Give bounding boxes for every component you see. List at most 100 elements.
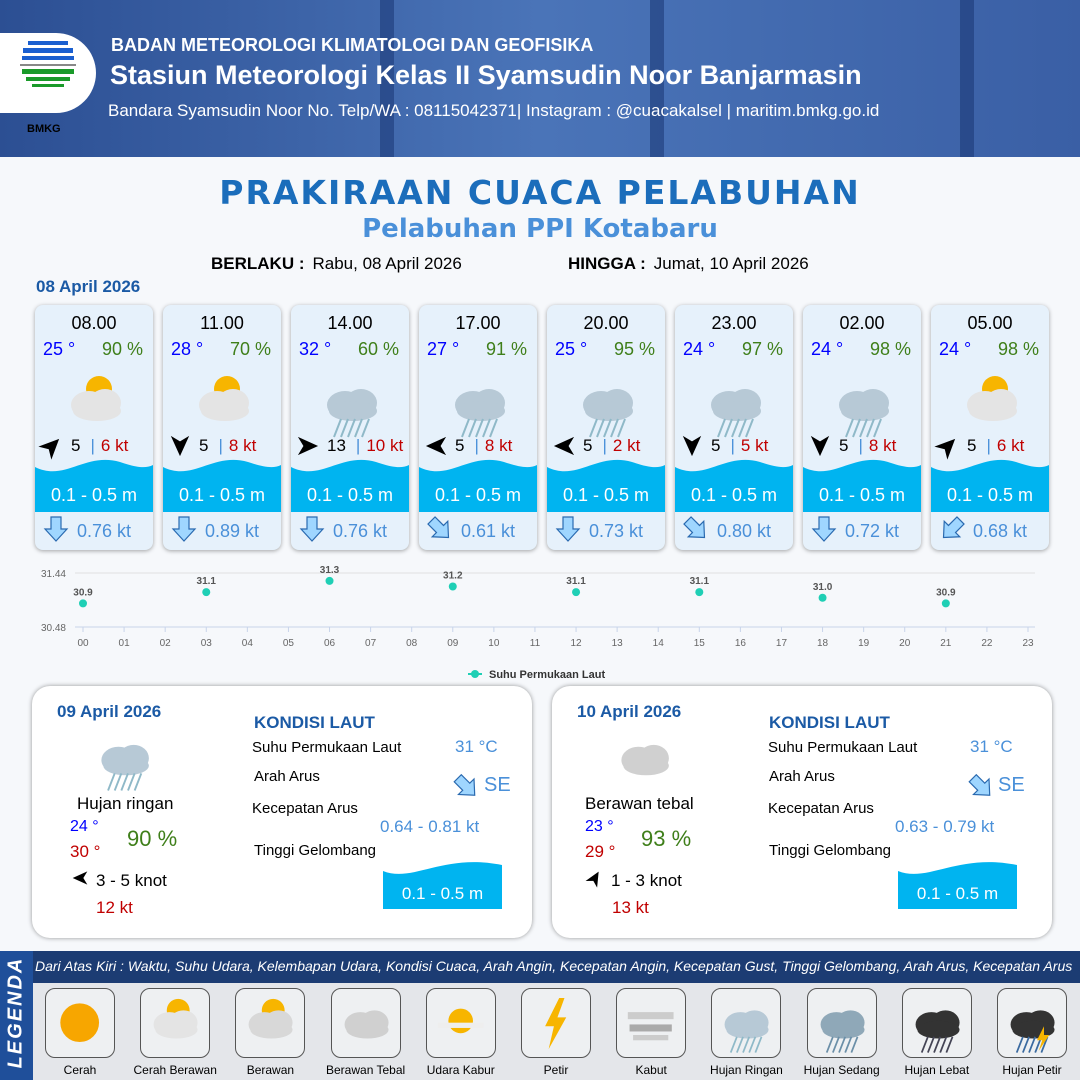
air-temp: 28 ° (171, 339, 204, 359)
wind-speed: 5 (839, 436, 849, 455)
station-name: Stasiun Meteorologi Kelas II Syamsudin N… (110, 60, 862, 90)
x-tick-label: 04 (242, 638, 254, 649)
legend-item-label: Hujan Sedang (803, 1063, 880, 1077)
humidity: 95 % (613, 339, 655, 359)
data-point[interactable] (202, 588, 211, 597)
legend-item-label: Kabut (635, 1063, 667, 1077)
weather-condition: Hujan ringan (77, 794, 174, 813)
data-point[interactable] (818, 593, 827, 602)
wind-direction-icon (38, 435, 63, 460)
forecast-time: 23.00 (711, 313, 757, 333)
current-info: 0.76 kt (43, 515, 131, 548)
data-point[interactable] (572, 588, 581, 597)
current-speed-label: Kecepatan Arus (252, 800, 358, 817)
x-tick-label: 14 (653, 638, 665, 649)
hujan-ringan-icon (315, 367, 387, 438)
gust-speed: 6 kt (996, 436, 1025, 455)
humidity: 93 % (641, 826, 692, 851)
cerah-berawan-icon (187, 367, 259, 432)
data-label: 31.1 (566, 576, 586, 587)
current-info: 0.89 kt (171, 515, 259, 548)
cerah-berawan-icon (140, 988, 211, 1058)
forecast-card: 11.00 28 ° 70 % 5 | 8 kt 0.1 - 0.5 m 0.89 kt (163, 305, 281, 550)
sst-value: 31 °C (970, 737, 1013, 756)
weather-condition: Berawan tebal (585, 794, 694, 813)
legend-item-label: Cerah (63, 1063, 97, 1077)
legend-item-label: Cerah Berawan (133, 1063, 217, 1077)
sea-condition-title: KONDISI LAUT (254, 713, 375, 732)
forecast-time: 08.00 (71, 313, 117, 333)
current-speed: 0.73 kt (589, 521, 644, 541)
legend-item-label: Berawan Tebal (326, 1063, 406, 1077)
gust-speed: 8 kt (484, 436, 513, 455)
kabut-icon (616, 988, 687, 1058)
data-label: 31.3 (320, 565, 340, 576)
wave-height: 0.1 - 0.5 m (916, 884, 999, 903)
wave-icon (675, 459, 793, 512)
humidity: 90 % (127, 826, 178, 851)
data-point[interactable] (695, 588, 704, 597)
legend-marker-dot (471, 670, 479, 678)
wind-info: 3 - 5 knot (72, 870, 167, 891)
wind-direction-icon (681, 435, 703, 457)
data-point[interactable] (941, 599, 950, 608)
air-temp: 32 ° (299, 339, 332, 359)
current-dir-label: Arah Arus (254, 768, 320, 785)
wave-icon (163, 459, 281, 512)
gust-speed: 5 kt (740, 436, 769, 455)
air-temp: 24 ° (811, 339, 844, 359)
current-dir-value: SE (484, 774, 511, 796)
current-direction-icon (683, 515, 717, 548)
forecast-time: 14.00 (327, 313, 373, 333)
gust-speed: 13 kt (612, 898, 649, 917)
wind-info: 5 | 6 kt (38, 433, 151, 460)
valid-from: BERLAKU : Rabu, 08 April 2026 (211, 254, 462, 273)
wave-height: 0.1 - 0.5 m (562, 485, 650, 505)
legend-bar (0, 951, 1080, 983)
legend-description: Dari Atas Kiri : Waktu, Suhu Udara, Kele… (35, 958, 1073, 974)
wind-speed: 5 (71, 436, 81, 455)
current-direction-icon (939, 515, 973, 548)
sst-label: Suhu Permukaan Laut (768, 739, 918, 756)
sst-label: Suhu Permukaan Laut (252, 739, 402, 756)
current-dir-value: SE (998, 774, 1025, 796)
wave-icon (383, 862, 502, 909)
wave-label: Tinggi Gelombang (769, 842, 892, 859)
temp-min: 23 ° (585, 818, 614, 835)
forecast-time: 02.00 (839, 313, 885, 333)
current-speed: 0.76 kt (77, 521, 132, 541)
current-speed-label: Kecepatan Arus (768, 800, 874, 817)
wind-speed: 5 (455, 436, 465, 455)
x-tick-label: 02 (160, 638, 172, 649)
humidity: 98 % (997, 339, 1039, 359)
gust-speed: 12 kt (96, 898, 133, 917)
wave-icon (803, 459, 921, 512)
humidity: 91 % (485, 339, 527, 359)
hujan-ringan-icon (711, 988, 782, 1058)
wave-height: 0.1 - 0.5 m (401, 884, 484, 903)
legend-label[interactable]: Suhu Permukaan Laut (489, 669, 605, 681)
forecast-card: 08.00 25 ° 90 % 5 | 6 kt 0.1 - 0.5 m 0.76 kt (35, 305, 153, 550)
wave-height: 0.1 - 0.5 m (818, 485, 906, 505)
x-tick-label: 11 (530, 638, 541, 649)
data-point[interactable] (79, 599, 87, 608)
wave-height: 0.1 - 0.5 m (50, 485, 138, 505)
data-point[interactable] (325, 576, 334, 585)
current-speed: 0.61 kt (461, 521, 516, 541)
x-tick-label: 22 (981, 638, 993, 649)
air-temp: 27 ° (427, 339, 460, 359)
wave-label: Tinggi Gelombang (254, 842, 377, 859)
gust-speed: 8 kt (868, 436, 897, 455)
humidity: 98 % (869, 339, 911, 359)
hujan-petir-icon (997, 988, 1067, 1058)
current-speed-value: 0.64 - 0.81 kt (380, 817, 480, 836)
cerah-berawan-icon (59, 367, 131, 432)
current-direction-icon (962, 768, 1004, 810)
x-tick-label: 12 (570, 638, 582, 649)
data-point[interactable] (448, 582, 457, 591)
day1-date: 08 April 2026 (36, 277, 141, 296)
sst-chart: 31.44 30.48 00 01 02 03 04 05 06 07 08 09 10 11 12 13 14… (41, 565, 1035, 681)
forecast-time: 17.00 (455, 313, 501, 333)
cerah-icon (45, 988, 115, 1058)
hujan-ringan-icon (571, 367, 643, 438)
